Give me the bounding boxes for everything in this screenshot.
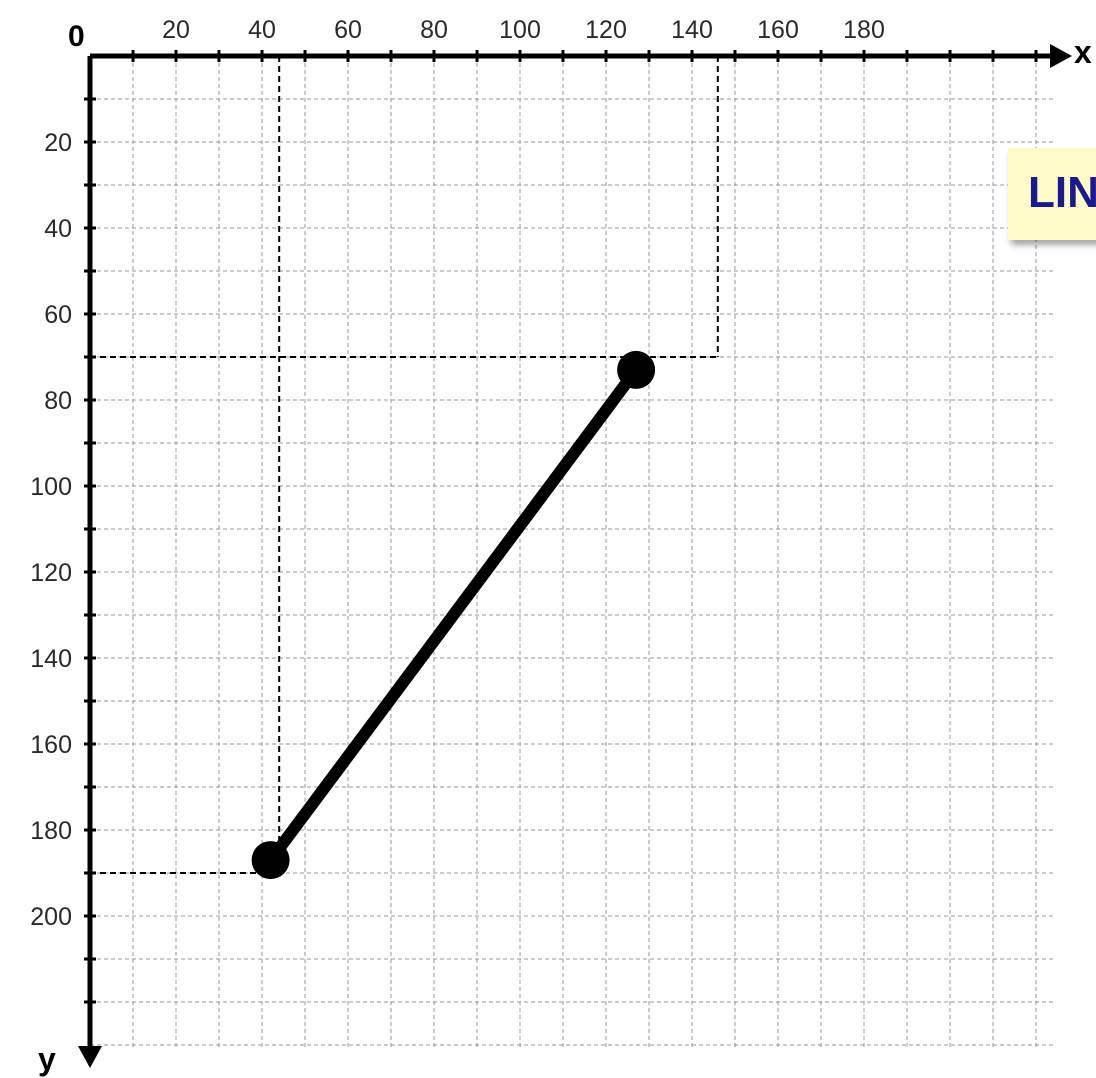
- y-tick-label: 200: [30, 903, 72, 931]
- segment-start-point: [251, 841, 290, 880]
- y-tick-label: 40: [44, 215, 72, 243]
- x-tick-label: 180: [843, 16, 885, 44]
- y-ticks: 20 40 60 80 100 120 140 160 180 200: [30, 97, 96, 1004]
- segment-end-point: [617, 350, 656, 389]
- y-tick-label: 20: [44, 129, 72, 157]
- grid: [90, 56, 1055, 1050]
- guide-lines: [90, 56, 719, 874]
- line-segment: [251, 350, 656, 880]
- x-tick-label: 100: [499, 16, 541, 44]
- x-tick-label: 20: [162, 16, 190, 44]
- y-tick-label: 140: [30, 645, 72, 673]
- y-tick-label: 60: [44, 301, 72, 329]
- x-tick-label: 140: [671, 16, 713, 44]
- x-axis-name: x: [1074, 34, 1092, 70]
- segment-line: [264, 363, 643, 867]
- y-tick-label: 160: [30, 731, 72, 759]
- y-tick-label: 100: [30, 473, 72, 501]
- x-axis-arrow: [1050, 44, 1072, 68]
- callout-box: LIN: [1008, 148, 1096, 240]
- x-tick-label: 120: [585, 16, 627, 44]
- origin-label: 0: [68, 20, 85, 53]
- axes: [78, 44, 1072, 1068]
- y-tick-label: 120: [30, 559, 72, 587]
- y-tick-label: 80: [44, 387, 72, 415]
- x-ticks: 20 40 60 80 100 120 140 160 180: [131, 16, 1038, 62]
- y-tick-label: 180: [30, 817, 72, 845]
- x-tick-label: 160: [757, 16, 799, 44]
- x-tick-label: 60: [334, 16, 362, 44]
- callout-text: LIN: [1028, 168, 1096, 217]
- x-tick-label: 80: [420, 16, 448, 44]
- y-axis-name: y: [38, 1041, 56, 1077]
- x-tick-label: 40: [248, 16, 276, 44]
- y-axis-arrow: [78, 1046, 102, 1068]
